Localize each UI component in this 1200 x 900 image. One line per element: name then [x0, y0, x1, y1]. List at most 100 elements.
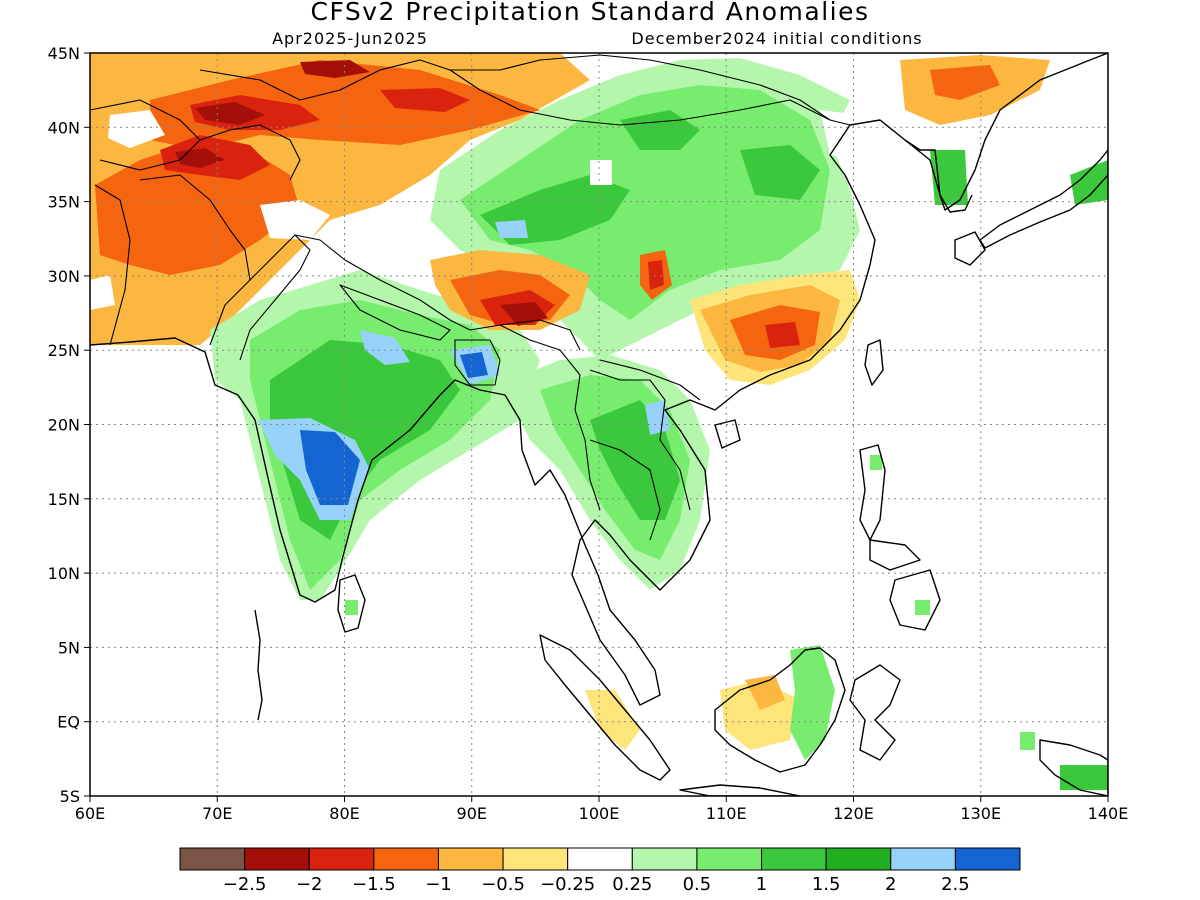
border-afghanistan-pakistan — [139, 174, 251, 346]
coastline-java — [679, 784, 801, 796]
longitude-tick-label: 90E — [457, 804, 487, 823]
anomaly-region-wet-japan — [1070, 160, 1108, 205]
legend-swatch — [373, 847, 439, 871]
anomaly-region-wet-india-blue-north — [360, 330, 410, 365]
latitude-labels: 45N 40N 35N 30N 25N 20N 15N 10N 5N EQ 5S — [48, 44, 80, 806]
legend-label: 1.5 — [812, 874, 841, 895]
legend-label: 0.25 — [612, 874, 652, 895]
longitude-tick-label: 80E — [329, 804, 359, 823]
anomaly-region-dry-central-china-core — [648, 260, 664, 290]
legend-swatch — [502, 847, 569, 871]
anomaly-region-dry-sumatra — [585, 690, 640, 750]
longitude-tick-label: 60E — [75, 804, 105, 823]
longitude-tick-label: 120E — [833, 804, 874, 823]
legend-swatch — [954, 847, 1021, 871]
latitude-tick-label: 40N — [48, 118, 80, 137]
legend-swatch — [437, 847, 504, 871]
coastline-japan-kyushu — [954, 231, 986, 266]
country-borders — [90, 54, 851, 541]
coastline-sumatra — [539, 634, 671, 781]
forecast-period: Apr2025-Jun2025 — [272, 29, 428, 48]
anomaly-region-neutral-3 — [90, 275, 115, 310]
axis-ticks — [84, 52, 1109, 802]
anomaly-region-wet-borneo — [790, 645, 835, 760]
map-frame — [89, 52, 1109, 797]
legend-swatch — [567, 847, 633, 871]
coastline-maldives — [254, 609, 263, 721]
coastline-philippines-visayas — [869, 539, 921, 571]
anomaly-region-wet-tibet-blue — [495, 220, 528, 238]
legend-swatch — [825, 847, 892, 871]
legend-swatch — [244, 847, 310, 871]
color-legend: −2.5 −2 −1.5 −1 −0.5 −0.25 0.25 0.5 1 1.5 2 2.5 — [179, 847, 1021, 895]
coastline-philippines-mindanao — [889, 569, 941, 631]
legend-label: −2 — [296, 874, 323, 895]
legend-swatch — [696, 847, 763, 871]
legend-label: 2 — [885, 874, 896, 895]
figure-title: CFSv2 Precipitation Standard Anomalies — [310, 0, 869, 26]
anomaly-region-wet-philippines — [870, 455, 882, 470]
anomaly-region-wet-new-guinea — [1060, 765, 1108, 790]
border-thailand-cambodia — [589, 439, 661, 541]
anomaly-region-neutral-2 — [108, 110, 165, 148]
border-india-pakistan — [239, 234, 311, 361]
legend-label: −0.5 — [481, 874, 525, 895]
coastlines — [90, 53, 1108, 796]
border-bangladesh — [454, 339, 501, 386]
anomaly-region-neutral-tibet — [590, 160, 612, 185]
border-laos-vietnam — [589, 369, 691, 511]
latitude-tick-label: 45N — [48, 44, 80, 63]
legend-swatch — [761, 847, 827, 871]
border-mongolia — [450, 54, 851, 126]
anomaly-field — [90, 53, 1108, 790]
initial-conditions: December2024 initial conditions — [631, 29, 922, 48]
border-nepal — [339, 284, 451, 341]
legend-swatch — [308, 847, 375, 871]
anomaly-region-wet-tibet-strong-3 — [740, 145, 820, 200]
border-mongolia-china — [449, 69, 831, 126]
latitude-tick-label: 20N — [48, 416, 80, 435]
legend-label: 1 — [756, 874, 767, 895]
border-iran-afghanistan — [94, 184, 131, 346]
coastline-new-guinea — [1039, 739, 1108, 796]
border-china-kyrgyz — [199, 124, 301, 181]
legend-label: −1.5 — [352, 874, 396, 895]
coastline-korea — [904, 139, 973, 213]
anomaly-region-wet-bangladesh-extreme — [460, 352, 488, 378]
border-india-china — [294, 234, 581, 351]
coastline-japan-honshu — [979, 149, 1108, 249]
legend-label: −2.5 — [223, 874, 267, 895]
anomaly-region-very-dry-west-3 — [380, 88, 470, 112]
coastline-philippines-luzon — [859, 444, 886, 541]
border-myanmar — [499, 324, 601, 511]
coastline-taiwan — [864, 339, 884, 386]
latitude-tick-label: 25N — [48, 341, 80, 360]
anomaly-region-dry-borneo-mod — [745, 675, 785, 710]
anomaly-region-wet-sri-lanka — [345, 600, 358, 615]
coastline-eurasia-south — [90, 53, 1108, 706]
legend-swatch — [890, 847, 956, 871]
anomaly-region-dry-korea-mod — [930, 65, 1000, 100]
latitude-tick-label: 30N — [48, 267, 80, 286]
coastline-sulawesi — [849, 664, 901, 761]
latitude-tick-label: 5N — [58, 638, 80, 657]
legend-label: 0.5 — [683, 874, 712, 895]
latitude-tick-label: 35N — [48, 193, 80, 212]
anomaly-region-wet-philippines-south — [915, 600, 930, 615]
longitude-tick-label: 70E — [202, 804, 232, 823]
latitude-tick-label: 5S — [60, 787, 80, 806]
anomaly-region-wet-sulawesi — [1020, 732, 1035, 750]
longitude-tick-label: 110E — [706, 804, 747, 823]
latitude-tick-label: EQ — [57, 713, 80, 732]
latitude-tick-label: 10N — [48, 564, 80, 583]
coastline-borneo — [714, 647, 846, 773]
legend-label: 2.5 — [941, 874, 970, 895]
anomaly-region-extreme-dry-west-3 — [300, 60, 370, 78]
anomaly-region-dry-se-china-core — [765, 322, 800, 348]
longitude-tick-label: 140E — [1088, 804, 1129, 823]
longitude-labels: 60E 70E 80E 90E 100E 110E 120E 130E 140E — [75, 804, 1129, 823]
legend-swatch — [631, 847, 698, 871]
longitude-tick-label: 130E — [960, 804, 1001, 823]
coastline-sri-lanka — [337, 574, 366, 633]
